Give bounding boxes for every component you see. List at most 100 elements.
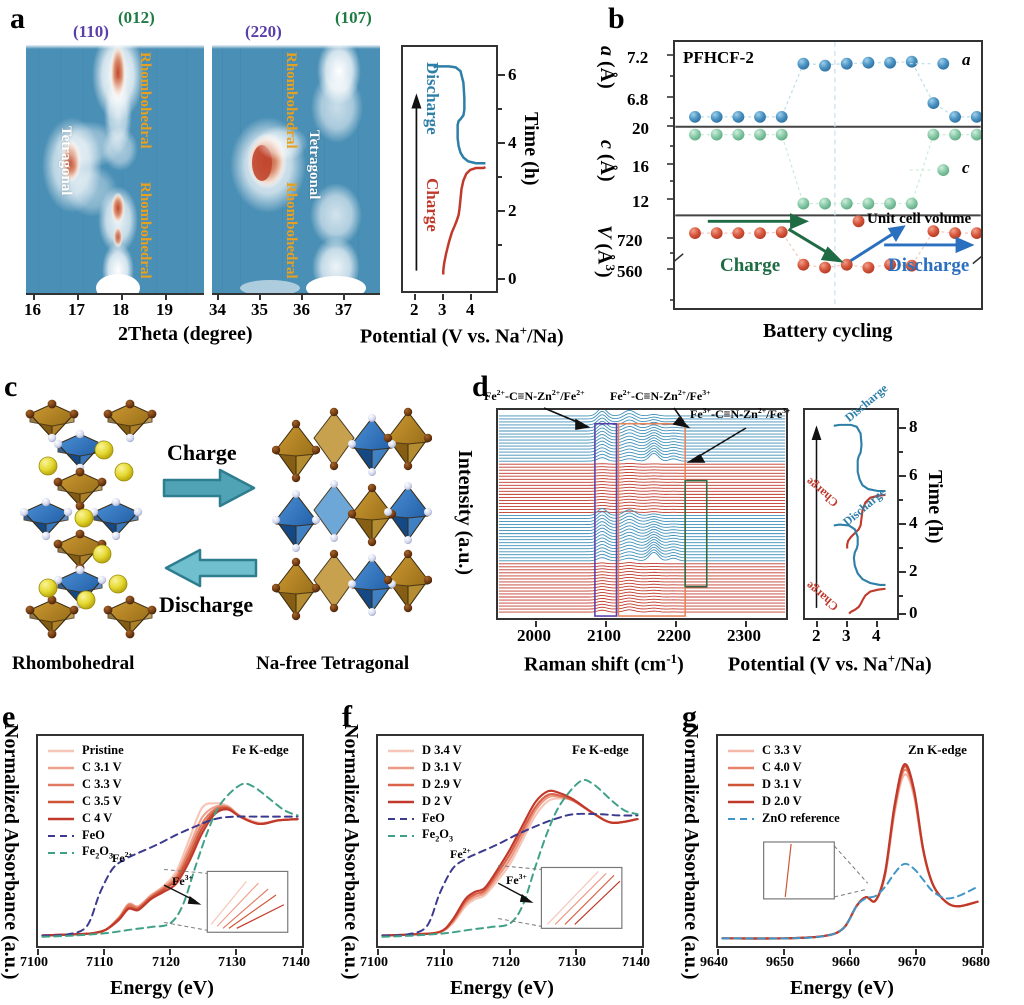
legend-label: Fe2O3	[82, 844, 114, 861]
panel-b-label: b	[608, 2, 625, 35]
raman-trace	[498, 510, 786, 513]
raman-trace	[498, 414, 786, 423]
panel-g-label: g	[682, 700, 697, 733]
panel-e-label: e	[2, 700, 16, 733]
panel-b-ylabel-c-text: c (Å)	[596, 140, 618, 182]
panel-f-plot	[376, 734, 644, 948]
panel-b-tick-12: 12	[632, 192, 649, 211]
panel-d-time-tick-8: 8	[909, 417, 918, 436]
raman-trace	[498, 492, 786, 495]
raman-trace	[498, 521, 786, 528]
map2-rhombohedral-top-text: Rhombohedral	[283, 52, 299, 149]
raman-trace	[498, 568, 786, 571]
raman-trace	[498, 434, 786, 441]
panel-e-tick-7120: 7120	[152, 955, 180, 970]
panel-g-xlabel: Energy (eV)	[790, 977, 894, 999]
legend-swatch	[388, 749, 414, 752]
legend-item: C 3.3 V	[726, 742, 840, 759]
raman-trace	[498, 549, 786, 559]
raman-trace	[498, 471, 786, 474]
raman-trace	[498, 486, 786, 489]
raman-trace	[498, 536, 786, 544]
xrd-contour-map-1	[26, 45, 204, 293]
map1-rhombohedral-top-text: Rhombohedral	[137, 52, 153, 149]
legend-label: C 3.3 V	[82, 777, 122, 791]
panel-d-potential-plot	[803, 408, 899, 620]
panel-g-tick-9660: 9660	[832, 955, 860, 970]
panel-a: a (110) (012) (220) (107)	[0, 0, 570, 350]
series-zno-reference	[721, 862, 979, 940]
panel-f-label: f	[342, 700, 352, 733]
panel-e-tick-7130: 7130	[218, 955, 246, 970]
panel-e-annotation-fe3: Fe3+	[172, 873, 193, 888]
legend-label: D 2.0 V	[762, 794, 802, 808]
panel-f-x-axis	[377, 949, 643, 955]
panel-b-tick-720: 720	[617, 231, 643, 250]
map2-tick-35: 35	[251, 300, 268, 319]
raman-trace	[498, 531, 786, 538]
raman-trace	[498, 410, 786, 420]
panel-b-legend-a: a	[962, 50, 971, 69]
panel-d-time-axis	[897, 410, 906, 620]
panel-f-tick-7110: 7110	[426, 955, 454, 970]
raman-tick-2300: 2300	[727, 626, 761, 645]
panel-b-legend-volume: Unit cell volume	[867, 211, 972, 227]
hkl-label-220: (220)	[245, 22, 282, 41]
panel-b-ylabel-v-text: V (Å3)	[593, 225, 618, 278]
raman-trace	[498, 498, 786, 501]
time-axis-title-text: Time (h)	[520, 112, 542, 186]
map2-tick-37: 37	[335, 300, 352, 319]
raman-trace	[498, 565, 786, 568]
panel-d-potential-tick-4: 4	[872, 626, 881, 645]
raman-trace	[498, 606, 786, 610]
panel-e-xlabel: Energy (eV)	[110, 977, 214, 999]
panel-b-axis-ticks	[667, 54, 673, 301]
raman-trace	[498, 483, 786, 486]
legend-label: FeO	[422, 811, 445, 825]
panel-g-ylabel-text: Normalized Absorbance (a.u.)	[680, 724, 702, 980]
map1-tetragonal-text: Tetragonal	[58, 126, 74, 196]
raman-trace	[498, 439, 786, 447]
legend-swatch	[48, 800, 74, 803]
panel-c-charge-label: Charge	[167, 440, 237, 465]
legend-label: C 4 V	[82, 811, 113, 825]
panel-b-tick-16: 16	[632, 157, 649, 176]
panel-e-tick-7100: 7100	[20, 955, 48, 970]
raman-annotation-1: Fe2+-C≡N-Zn2+/Fe2+	[484, 388, 585, 403]
raman-trace	[498, 588, 786, 592]
raman-trace	[498, 480, 786, 483]
hkl-label-012: (012)	[118, 8, 155, 27]
raman-annotation-arrows	[543, 407, 747, 463]
potential-charge-text: Charge	[423, 178, 442, 232]
legend-item: Fe2O3	[46, 844, 124, 861]
legend-label: C 4.0 V	[762, 760, 802, 774]
legend-label: D 3.4 V	[422, 743, 462, 757]
raman-trace	[498, 475, 786, 477]
raman-trace	[498, 424, 786, 432]
panel-a-xlabel: 2Theta (degree)	[118, 323, 253, 345]
raman-trace	[498, 585, 786, 589]
raman-trace	[498, 420, 786, 429]
legend-swatch	[48, 783, 74, 786]
raman-tick-2100: 2100	[587, 626, 621, 645]
legend-label: D 2 V	[422, 794, 453, 808]
raman-trace	[498, 597, 786, 601]
raman-trace	[498, 541, 786, 550]
panel-b-tick-6p8: 6.8	[627, 90, 649, 109]
charge-arrow-icon	[162, 468, 256, 508]
raman-trace	[498, 430, 786, 438]
legend-item: C 3.5 V	[46, 793, 124, 810]
discharge-arrow-icon	[164, 548, 258, 588]
panel-d-time-axis-title-text: Time (h)	[924, 470, 946, 544]
raman-trace	[498, 576, 786, 580]
panel-b-sample-label: PFHCF-2	[683, 48, 754, 67]
legend-item: ZnO reference	[726, 810, 840, 827]
legend-swatch	[388, 834, 414, 837]
legend-swatch	[728, 749, 754, 752]
panel-d-potential-tick-2: 2	[812, 626, 821, 645]
legend-label: Fe2O3	[422, 827, 454, 844]
raman-trace	[498, 591, 786, 595]
panel-d-time-tick-6: 6	[909, 465, 918, 484]
legend-swatch	[388, 800, 414, 803]
panel-b-discharge-label: Discharge	[888, 255, 970, 276]
